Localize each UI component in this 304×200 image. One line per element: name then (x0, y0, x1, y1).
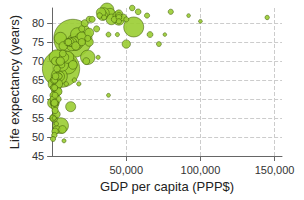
svg-text:70: 70 (32, 55, 44, 67)
svg-text:50: 50 (32, 131, 44, 143)
svg-text:GDP per capita (PPP$): GDP per capita (PPP$) (100, 179, 234, 194)
svg-text:80: 80 (32, 17, 44, 29)
svg-text:Life expectancy (years): Life expectancy (years) (7, 15, 22, 149)
svg-text:45: 45 (32, 150, 44, 162)
svg-text:100,000: 100,000 (181, 164, 221, 176)
svg-text:55: 55 (32, 112, 44, 124)
svg-text:150,000: 150,000 (255, 164, 295, 176)
svg-text:75: 75 (32, 36, 44, 48)
svg-text:50,000: 50,000 (109, 164, 143, 176)
svg-text:65: 65 (32, 74, 44, 86)
svg-text:60: 60 (32, 93, 44, 105)
